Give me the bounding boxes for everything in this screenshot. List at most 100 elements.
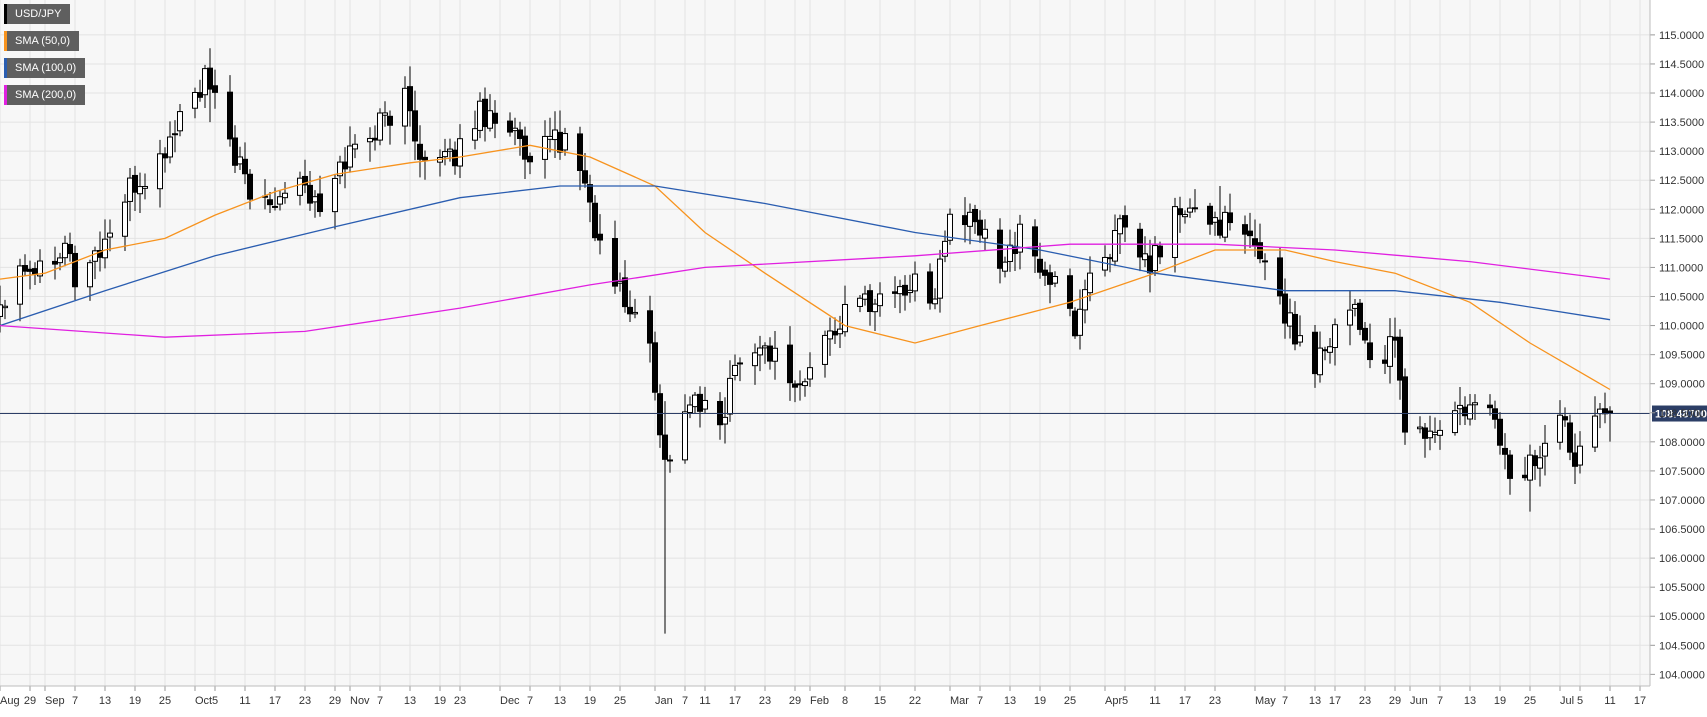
candle-body (577, 133, 583, 171)
candle-body (447, 148, 453, 152)
candle (107, 219, 113, 252)
legend-item-sma50[interactable]: SMA (50,0) (4, 31, 80, 51)
candle-body (1427, 430, 1433, 439)
candle (242, 142, 248, 185)
candle-body (422, 156, 428, 161)
candle (297, 171, 303, 206)
candle-body (697, 393, 703, 412)
legend-item-sma100[interactable]: SMA (100,0) (4, 58, 86, 78)
candle-body (107, 232, 113, 238)
candle (737, 357, 743, 382)
candle-body (1567, 422, 1573, 453)
candle (387, 110, 393, 145)
candle (657, 384, 663, 448)
candle-body (477, 100, 483, 131)
candle (587, 174, 593, 223)
candle-body (877, 293, 883, 307)
candle (412, 90, 418, 161)
candle-body (1182, 214, 1188, 218)
candle-body (237, 156, 243, 165)
candle-body (1492, 408, 1498, 420)
candle (1192, 189, 1198, 213)
candle (317, 175, 323, 217)
x-tick-label: 11 (239, 695, 250, 707)
x-tick-label: 13 (404, 695, 416, 707)
legend-item-sma200[interactable]: SMA (200,0) (4, 85, 86, 105)
candle-body (332, 177, 338, 213)
x-tick-label: 19 (434, 695, 446, 707)
candle-body (1122, 215, 1128, 228)
candle (352, 134, 358, 159)
candle-body (352, 143, 358, 150)
legend-swatch-sma200 (4, 85, 7, 105)
candle-body (827, 330, 833, 340)
candle-body (557, 131, 563, 153)
candle-body (1507, 454, 1513, 479)
candle (1537, 445, 1543, 487)
candle (457, 124, 463, 179)
legend-item-usdjpy[interactable]: USD/JPY (4, 4, 71, 24)
candle-body (662, 434, 668, 460)
x-tick-label: Apr (1105, 695, 1122, 707)
candle (1452, 401, 1458, 436)
candle (527, 152, 533, 175)
candle (662, 401, 668, 634)
x-tick-label: 8 (842, 695, 848, 707)
candle-body (1037, 258, 1043, 273)
legend-label-sma100: SMA (100,0) (15, 62, 77, 74)
x-tick-label: 29 (1389, 695, 1401, 707)
candle-body (982, 228, 988, 239)
candle (1497, 412, 1503, 455)
candle-body (562, 133, 568, 151)
candle-body (767, 345, 773, 362)
candle-body (487, 110, 493, 129)
candle-body (832, 330, 838, 336)
candle (687, 396, 693, 419)
candle-body (212, 85, 218, 93)
x-tick-label: 19 (129, 695, 141, 707)
candle (1177, 196, 1183, 233)
candle-body (247, 173, 253, 200)
x-tick-label: 7 (72, 695, 78, 707)
y-tick-label: 110.0000 (1659, 321, 1704, 333)
candle-body (752, 352, 758, 367)
x-tick-label: 7 (377, 695, 383, 707)
y-tick-label: 104.0000 (1659, 669, 1705, 681)
candle (1557, 400, 1563, 450)
candle-body (702, 399, 708, 410)
x-tick-label: 13 (554, 695, 566, 707)
x-tick-label: 23 (1359, 695, 1371, 707)
x-tick-label: Feb (810, 695, 829, 707)
candle (652, 331, 658, 401)
x-tick-label: 5 (1577, 695, 1583, 707)
candle (807, 352, 813, 387)
candle (792, 380, 798, 403)
candle-body (527, 155, 533, 163)
candle-body (1007, 244, 1013, 262)
candle-body (242, 158, 248, 175)
candle-body (1422, 427, 1428, 439)
candle-body (72, 252, 78, 288)
candle (67, 232, 73, 262)
candle-body (92, 250, 98, 262)
candle (122, 194, 128, 252)
candle (1592, 396, 1598, 453)
candle-body (1352, 303, 1358, 309)
candle-body (1172, 206, 1178, 258)
sma200-line (0, 243, 1611, 338)
y-tick-label: 109.5000 (1659, 350, 1705, 362)
y-tick-label: 106.5000 (1659, 524, 1705, 536)
candle (492, 100, 498, 139)
candle (1467, 393, 1473, 426)
candle-body (737, 362, 743, 365)
candle-body (1597, 408, 1603, 415)
candle-body (342, 161, 348, 170)
candle-body (1247, 230, 1253, 237)
candle-body (1347, 309, 1353, 326)
candle-body (862, 293, 868, 300)
candle-body (507, 120, 513, 133)
candle (302, 159, 308, 194)
candle-body (1077, 308, 1083, 336)
candle-body (232, 137, 238, 166)
